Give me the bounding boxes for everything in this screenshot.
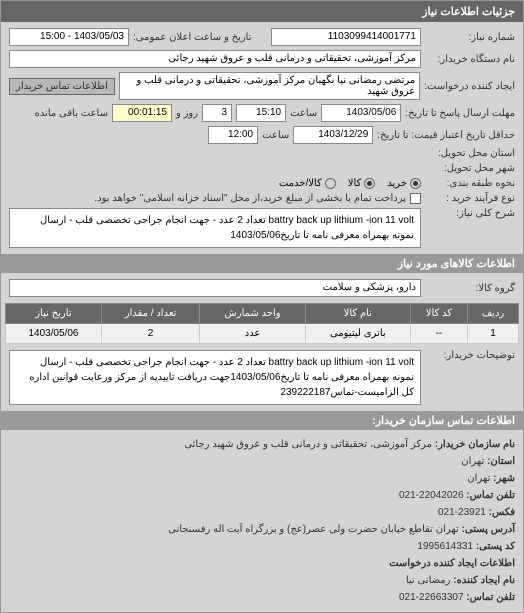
org-label: نام سازمان خریدار: (435, 439, 515, 450)
contact-button[interactable]: اطلاعات تماس خریدار (9, 78, 115, 95)
notes-box: battry back up lithium -ion 11 volt تعدا… (9, 350, 421, 405)
validity-time-label: ساعت (262, 130, 289, 141)
days-field: 3 (202, 104, 232, 122)
validity-date-field: 1403/12/29 (293, 126, 373, 144)
need-number-field: 1103099414001771 (271, 28, 421, 46)
group-label: گروه کالا: (425, 283, 515, 294)
form-section: شماره نیاز: 1103099414001771 تاریخ و ساع… (1, 22, 523, 254)
address-value: تهران تقاطع خیابان حضرت ولی عصر(عج) و بز… (168, 524, 459, 535)
desc-label: شرح کلی نیاز: (425, 208, 515, 219)
radio-icon (325, 178, 336, 189)
postal-value: 1995614331 (417, 541, 473, 552)
col-qty: تعداد / مقدار (101, 304, 199, 324)
goods-table: ردیف کد کالا نام کالا واحد شمارش تعداد /… (5, 303, 519, 344)
city-label: شهر محل تحویل: (425, 163, 515, 174)
col-date: تاریخ نیاز (6, 304, 102, 324)
org-value: مرکز آموزشی، تحقیقاتی و درمانی قلب و عرو… (184, 439, 432, 450)
col-code: کد کالا (410, 304, 467, 324)
need-number-label: شماره نیاز: (425, 32, 515, 43)
announce-field: 1403/05/03 - 15:00 (9, 28, 129, 46)
purchase-type-label: نوع فرآیند خرید : (425, 193, 515, 204)
radio-low-label: کالا/خدمت (279, 178, 322, 189)
radio-icon (410, 178, 421, 189)
radio-normal[interactable]: کالا (348, 178, 376, 189)
panel-header: جزئیات اطلاعات نیاز (1, 1, 523, 22)
creator-field: مرتضی رمضانی نیا نگهبان مرکز آموزشی، تحق… (119, 72, 420, 100)
payment-text: پرداخت تمام یا بخشی از مبلغ خرید،از محل … (94, 193, 406, 204)
c-province-value: تهران (461, 456, 484, 467)
contact-info: نام سازمان خریدار: مرکز آموزشی، تحقیقاتی… (1, 430, 523, 612)
phone-label: تلفن تماس: (466, 490, 515, 501)
creator-name-label: نام ایجاد کننده: (453, 575, 515, 586)
remaining-label: ساعت باقی مانده (35, 108, 108, 119)
creator-section-label: اطلاعات ایجاد کننده درخواست (9, 555, 515, 572)
deadline-time-field: 15:10 (236, 104, 286, 122)
radio-urgent[interactable]: خرید (387, 178, 421, 189)
deadline-label: مهلت ارسال پاسخ تا تاریخ: (405, 108, 515, 119)
cell-qty: 2 (101, 324, 199, 344)
c-city-value: تهران (467, 473, 490, 484)
validity-label: حداقل تاریخ اعتبار قیمت: تا تاریخ: (377, 130, 515, 141)
goods-section-title: اطلاعات کالاهای مورد نیاز (1, 254, 523, 273)
radio-urgent-label: خرید (387, 178, 407, 189)
device-name-field: مرکز آموزشی، تحقیقاتی و درمانی قلب و عرو… (9, 50, 421, 68)
creator-phone-label: تلفن تماس: (466, 592, 515, 603)
validity-time-field: 12:00 (208, 126, 258, 144)
fax-value: 23921-021 (438, 507, 486, 518)
days-label: روز و (176, 108, 198, 119)
notes-label: توضیحات خریدار: (425, 350, 515, 361)
fax-label: فکس: (489, 507, 515, 518)
cell-unit: عدد (200, 324, 306, 344)
col-index: ردیف (468, 304, 519, 324)
device-name-label: نام دستگاه خریدار: (425, 54, 515, 65)
priority-label: نحوه طبقه بندی: (425, 178, 515, 189)
creator-phone-value: 22663307-021 (399, 592, 464, 603)
priority-radio-group: خرید کالا کالا/خدمت (279, 178, 421, 189)
deadline-date-field: 1403/05/06 (321, 104, 401, 122)
cell-name: باتری لیتیومی (305, 324, 410, 344)
creator-label: ایجاد کننده درخواست: (424, 81, 515, 92)
c-city-label: شهر: (493, 473, 515, 484)
radio-normal-label: کالا (348, 178, 362, 189)
payment-checkbox[interactable] (410, 193, 421, 204)
phone-value: 22042026-021 (399, 490, 464, 501)
deadline-time-label: ساعت (290, 108, 317, 119)
c-province-label: استان: (487, 456, 515, 467)
creator-name-value: رمضانی نیا (406, 575, 451, 586)
panel-title: جزئیات اطلاعات نیاز (422, 6, 515, 18)
group-field: دارو، پزشکی و سلامت (9, 279, 421, 297)
col-unit: واحد شمارش (200, 304, 306, 324)
radio-low[interactable]: کالا/خدمت (279, 178, 336, 189)
postal-label: کد پستی: (476, 541, 515, 552)
col-name: نام کالا (305, 304, 410, 324)
cell-index: 1 (468, 324, 519, 344)
cell-date: 1403/05/06 (6, 324, 102, 344)
table-row: 1 -- باتری لیتیومی عدد 2 1403/05/06 (6, 324, 519, 344)
contact-section-title: اطلاعات تماس سازمان خریدار: (1, 411, 523, 430)
countdown-field: 00:01:15 (112, 104, 172, 122)
province-label: استان محل تحویل: (425, 148, 515, 159)
desc-box: battry back up lithium -ion 11 volt تعدا… (9, 208, 421, 248)
announce-label: تاریخ و ساعت اعلان عمومی: (133, 32, 252, 43)
radio-icon (364, 178, 375, 189)
table-header-row: ردیف کد کالا نام کالا واحد شمارش تعداد /… (6, 304, 519, 324)
cell-code: -- (410, 324, 467, 344)
address-label: آدرس پستی: (462, 524, 515, 535)
